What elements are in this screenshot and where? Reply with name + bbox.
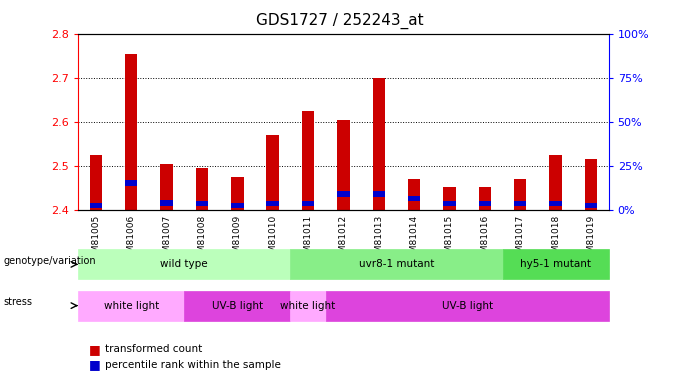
Bar (302, 111, 314, 210)
Bar (514, 201, 526, 207)
Text: genotype/variation: genotype/variation (3, 256, 96, 266)
Bar (302, 201, 314, 207)
Text: white light: white light (103, 301, 159, 310)
Text: wild type: wild type (160, 260, 208, 269)
Bar (373, 78, 385, 210)
Text: GDS1727 / 252243_at: GDS1727 / 252243_at (256, 13, 424, 29)
Text: hy5-1 mutant: hy5-1 mutant (520, 260, 591, 269)
Bar (160, 164, 173, 210)
Bar (514, 179, 526, 210)
Bar (90, 155, 102, 210)
Bar (443, 201, 456, 207)
Text: UV-B light: UV-B light (211, 301, 263, 310)
Bar (479, 187, 491, 210)
Text: ■: ■ (88, 343, 100, 356)
Text: UV-B light: UV-B light (441, 301, 493, 310)
Bar (443, 187, 456, 210)
Bar (231, 202, 243, 208)
Bar (408, 179, 420, 210)
Bar (337, 192, 350, 197)
Bar (408, 196, 420, 201)
Bar (267, 201, 279, 207)
Bar (160, 200, 173, 206)
Bar (125, 54, 137, 210)
Bar (585, 202, 597, 208)
Bar (196, 201, 208, 207)
Text: white light: white light (280, 301, 336, 310)
Bar (90, 202, 102, 208)
Bar (549, 201, 562, 207)
Text: uvr8-1 mutant: uvr8-1 mutant (359, 260, 434, 269)
Text: stress: stress (3, 297, 33, 307)
Bar (337, 120, 350, 210)
Text: ■: ■ (88, 358, 100, 371)
Bar (373, 192, 385, 197)
Bar (549, 155, 562, 210)
Bar (479, 201, 491, 207)
Bar (125, 180, 137, 186)
Bar (231, 177, 243, 210)
Text: percentile rank within the sample: percentile rank within the sample (105, 360, 282, 369)
Bar (585, 159, 597, 210)
Bar (196, 168, 208, 210)
Bar (267, 135, 279, 210)
Text: transformed count: transformed count (105, 345, 203, 354)
